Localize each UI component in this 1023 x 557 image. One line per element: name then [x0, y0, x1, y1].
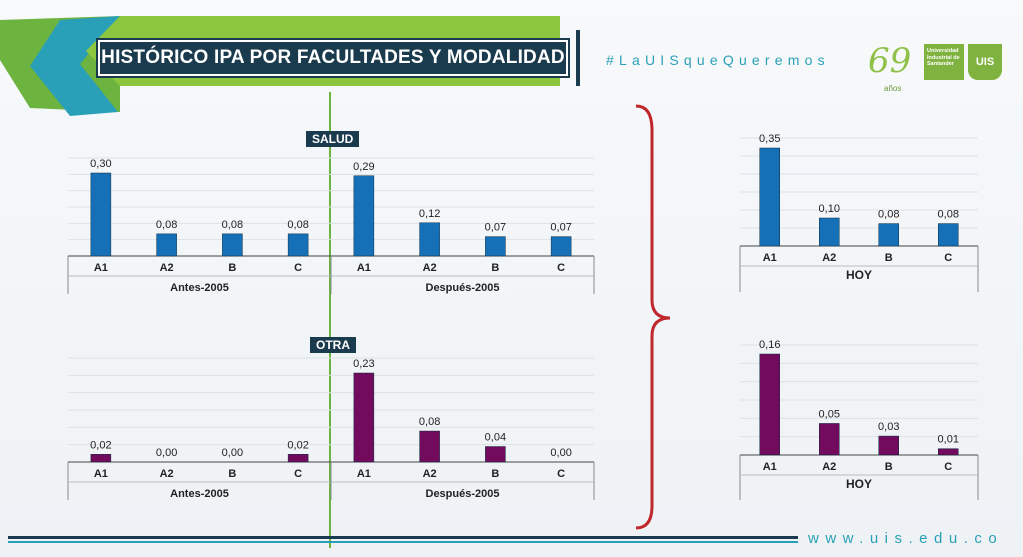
data-label: 0,08	[156, 219, 177, 231]
bar	[485, 446, 506, 463]
tick-label: C	[294, 468, 302, 480]
website: www.uis.edu.co	[808, 530, 1004, 547]
bar	[938, 448, 959, 456]
uis-shield-logo: UIS	[968, 44, 1002, 80]
bar	[90, 454, 112, 463]
tick-label: B	[491, 262, 499, 274]
group-label: Antes-2005	[170, 282, 229, 294]
tick-label: A1	[94, 262, 108, 274]
tick-label: B	[885, 461, 893, 473]
tick-label: A1	[763, 252, 777, 264]
data-label: 0,07	[485, 222, 506, 234]
tick-label: A2	[822, 252, 836, 264]
data-label: 0,02	[287, 439, 308, 451]
tick-label: B	[228, 468, 236, 480]
tick-label: C	[557, 468, 565, 480]
bar	[485, 236, 506, 257]
bar	[759, 353, 780, 456]
tick-label: A1	[94, 468, 108, 480]
data-label: 0,08	[222, 219, 243, 231]
bar	[353, 372, 375, 463]
data-label: 0,03	[878, 421, 899, 433]
university-name: Universidad Industrial de Santander	[924, 44, 964, 80]
data-label: 0,02	[90, 439, 111, 451]
tick-label: A2	[423, 468, 437, 480]
data-label: 0,07	[550, 222, 571, 234]
anniversary-number: 69	[868, 41, 912, 81]
data-label: 0,04	[485, 432, 506, 444]
data-label: 0,01	[938, 434, 959, 446]
data-label: 0,29	[353, 161, 374, 173]
bar	[419, 222, 440, 257]
data-label: 0,10	[819, 203, 840, 215]
data-label: 0,08	[287, 219, 308, 231]
bar	[819, 423, 840, 456]
tick-label: A1	[357, 468, 371, 480]
chart-title-salud: SALUD	[306, 131, 360, 147]
data-label: 0,16	[759, 339, 780, 351]
tick-label: A2	[822, 461, 836, 473]
page-title: HISTÓRICO IPA POR FACULTADES Y MODALIDAD	[96, 38, 570, 78]
tick-label: B	[885, 252, 893, 264]
data-label: 0,08	[419, 416, 440, 428]
bar	[759, 147, 780, 247]
group-label: Después-2005	[426, 488, 500, 500]
data-label: 0,30	[90, 158, 111, 170]
bar	[550, 236, 572, 257]
bar	[287, 233, 309, 257]
bar	[938, 223, 959, 247]
group-label: Después-2005	[426, 282, 500, 294]
group-label: HOY	[846, 268, 872, 282]
tick-label: C	[944, 461, 952, 473]
bracket	[635, 104, 671, 530]
tick-label: C	[557, 262, 565, 274]
data-label: 0,12	[419, 208, 440, 220]
group-label: Antes-2005	[170, 488, 229, 500]
tick-label: B	[228, 262, 236, 274]
bar	[222, 233, 243, 257]
bar	[878, 435, 899, 456]
footer-line-accent	[8, 541, 798, 543]
data-label: 0,00	[222, 447, 243, 459]
tick-label: A1	[357, 262, 371, 274]
tick-label: C	[944, 252, 952, 264]
tick-label: A1	[763, 461, 777, 473]
data-label: 0,00	[156, 447, 177, 459]
tick-label: B	[491, 468, 499, 480]
bar	[819, 217, 840, 247]
data-label: 0,00	[550, 447, 571, 459]
bar	[156, 233, 177, 257]
bar	[353, 175, 375, 257]
title-separator	[576, 30, 580, 86]
footer-line	[8, 536, 798, 539]
chart-title-otra: OTRA	[310, 337, 356, 353]
bar	[287, 454, 309, 463]
data-label: 0,05	[819, 408, 840, 420]
data-label: 0,23	[353, 358, 374, 370]
anniversary-sub: años	[884, 84, 902, 93]
tick-label: A2	[160, 262, 174, 274]
bar	[419, 430, 440, 463]
data-label: 0,08	[938, 209, 959, 221]
group-label: HOY	[846, 477, 872, 491]
hashtag: #LaUISqueQueremos	[606, 52, 830, 68]
anniversary-logo: 69 años	[868, 41, 914, 93]
tick-label: A2	[423, 262, 437, 274]
bar	[878, 223, 899, 247]
data-label: 0,35	[759, 133, 780, 145]
tick-label: C	[294, 262, 302, 274]
data-label: 0,08	[878, 209, 899, 221]
bar	[90, 172, 112, 257]
tick-label: A2	[160, 468, 174, 480]
